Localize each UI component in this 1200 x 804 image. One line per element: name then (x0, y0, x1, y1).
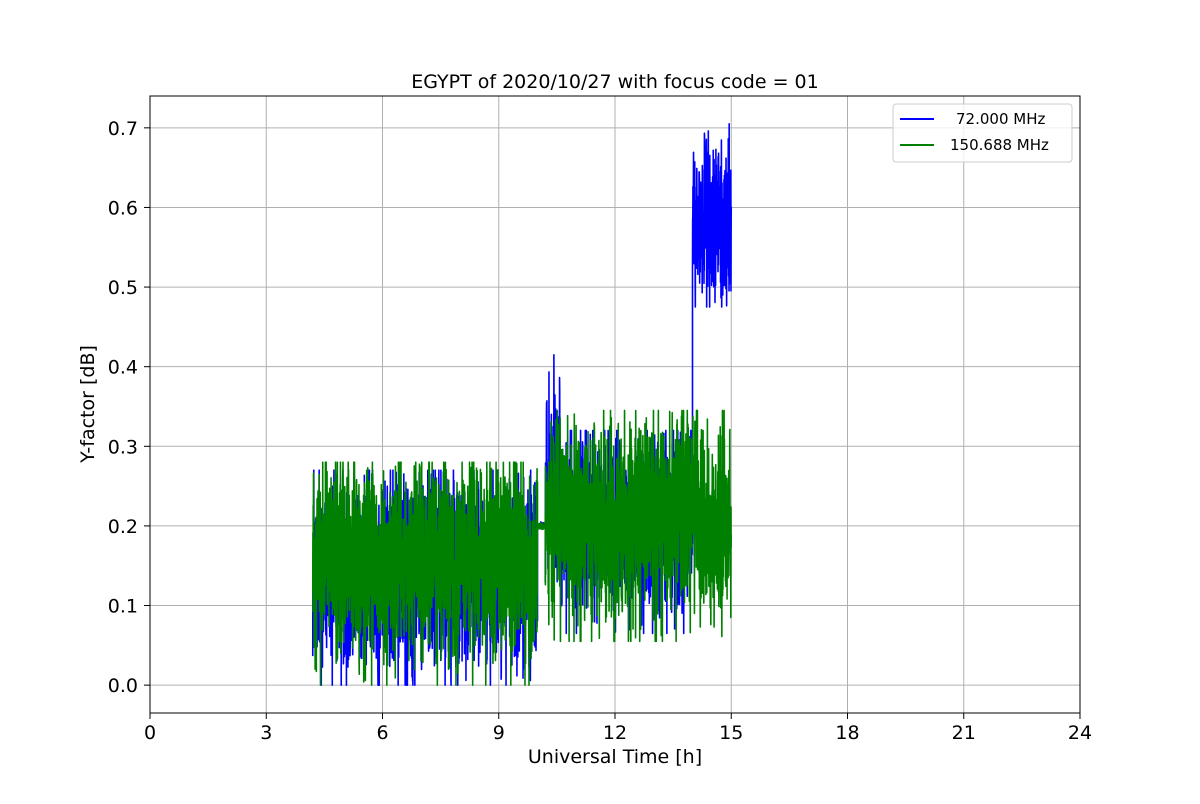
y-tick-label: 0.7 (108, 118, 138, 140)
y-tick-label: 0.6 (108, 197, 138, 219)
legend-label-72mhz: 72.000 MHz (956, 110, 1045, 128)
y-tick-label: 0.3 (108, 436, 138, 458)
y-tick-label: 0.4 (108, 357, 138, 379)
y-tick-label: 0.5 (108, 277, 138, 299)
x-axis-label: Universal Time [h] (528, 746, 702, 768)
tick-layer: 0 3 6 9 12 15 18 21 24 0.0 0.1 0.2 0.3 0.4 0.5 0.6 0.7 (108, 118, 1092, 744)
x-tick-label: 15 (719, 722, 743, 744)
legend: 72.000 MHz 150.688 MHz (892, 103, 1073, 163)
y-tick-label: 0.2 (108, 516, 138, 538)
x-tick-label: 9 (493, 722, 505, 744)
y-tick-label: 0.1 (108, 596, 138, 618)
x-tick-label: 24 (1068, 722, 1092, 744)
series-line-150mhz (311, 409, 733, 686)
chart-title: EGYPT of 2020/10/27 with focus code = 01 (411, 71, 818, 93)
x-tick-label: 18 (835, 722, 859, 744)
x-tick-label: 6 (376, 722, 388, 744)
x-tick-label: 0 (144, 722, 156, 744)
series-layer (311, 123, 733, 686)
y-tick-label: 0.0 (108, 675, 138, 697)
legend-box (892, 103, 1073, 163)
legend-label-150mhz: 150.688 MHz (950, 136, 1049, 154)
x-tick-label: 21 (952, 722, 976, 744)
x-tick-label: 12 (603, 722, 627, 744)
y-axis-label: Y-factor [dB] (77, 345, 99, 464)
x-tick-label: 3 (260, 722, 272, 744)
